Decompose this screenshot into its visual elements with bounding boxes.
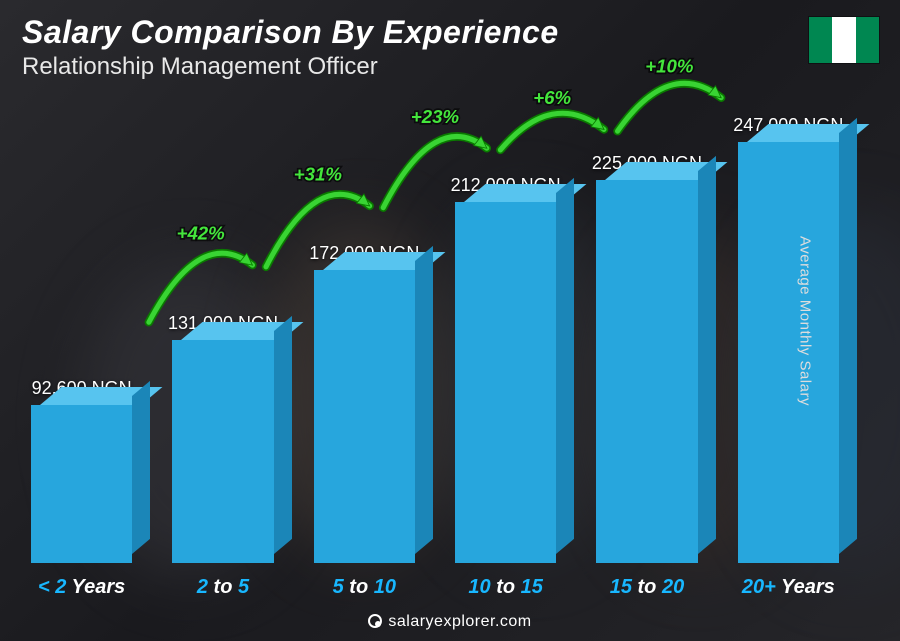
x-category-secondary: Years xyxy=(776,576,835,598)
x-category: 10 to 15 xyxy=(444,576,567,599)
x-category-secondary: to xyxy=(491,576,521,598)
x-category-primary: 5 xyxy=(333,576,344,598)
x-category-primary: 20 xyxy=(662,576,684,598)
growth-arcs-layer: +42%+42%+31%+31%+23%+23%+6%+6%+10%+10% xyxy=(20,40,850,483)
growth-label: +42% xyxy=(177,223,226,244)
logo-icon xyxy=(368,614,382,628)
growth-label: +23% xyxy=(411,106,460,127)
x-category-primary: 20+ xyxy=(742,576,776,598)
growth-label: +10% xyxy=(645,55,694,76)
bar-chart: 92,600 NGN131,000 NGN172,000 NGN212,000 … xyxy=(20,120,850,563)
x-category-primary: 15 xyxy=(610,576,632,598)
x-category-primary: 10 xyxy=(374,576,396,598)
footer-text: salaryexplorer.com xyxy=(388,613,531,630)
x-category-primary: 2 xyxy=(197,576,208,598)
flag-stripe-right xyxy=(856,17,879,63)
x-category-secondary: to xyxy=(208,576,238,598)
y-axis-label: Average Monthly Salary xyxy=(797,236,814,406)
x-category: 2 to 5 xyxy=(161,576,284,599)
growth-label: +6% xyxy=(533,87,571,108)
x-category-secondary: Years xyxy=(66,576,125,598)
infographic-canvas: Salary Comparison By Experience Relation… xyxy=(0,0,900,641)
x-category: 20+ Years xyxy=(727,576,850,599)
x-category-primary: 15 xyxy=(521,576,543,598)
growth-label: +31% xyxy=(294,164,343,185)
growth-arc xyxy=(383,136,487,207)
x-category: 15 to 20 xyxy=(585,576,708,599)
x-category-secondary: to xyxy=(632,576,662,598)
x-category-primary: < 2 xyxy=(38,576,66,598)
x-axis: < 2 Years2 to 55 to 1010 to 1515 to 2020… xyxy=(20,576,850,599)
x-category: < 2 Years xyxy=(20,576,143,599)
x-category-secondary: to xyxy=(344,576,374,598)
x-category: 5 to 10 xyxy=(303,576,426,599)
x-category-primary: 5 xyxy=(238,576,249,598)
growth-arc xyxy=(149,253,253,322)
footer: salaryexplorer.com xyxy=(0,613,900,631)
x-category-primary: 10 xyxy=(468,576,490,598)
growth-arc xyxy=(266,194,370,266)
